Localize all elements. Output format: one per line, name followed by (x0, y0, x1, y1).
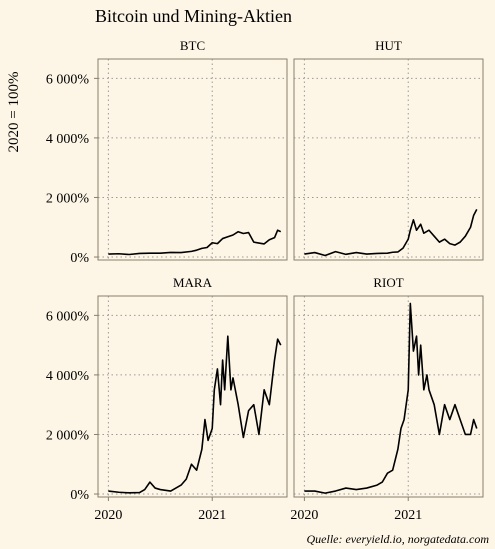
source-caption: Quelle: everyield.io, norgatedata.com (307, 532, 490, 546)
panels: BTC 0% 2 000% 4 000% 6 000% HUT MARA 0% 2 000% 4 … (46, 38, 484, 523)
panel-riot: RIOT 2020 2021 (290, 275, 484, 523)
y-tick-label: 6 000% (46, 72, 90, 87)
panel-border-riot (293, 295, 484, 498)
panel-border-btc (97, 58, 288, 261)
y-axis-label: 2020 = 100% (6, 72, 22, 153)
facet-label-mara: MARA (173, 275, 213, 290)
y-tick-label: 4 000% (46, 132, 90, 147)
x-tick-label: 2020 (94, 508, 122, 523)
y-tick-label: 6 000% (46, 309, 90, 324)
panel-hut: HUT (293, 38, 484, 261)
panel-btc: BTC 0% 2 000% 4 000% 6 000% (46, 38, 288, 266)
x-tick-label: 2020 (290, 508, 318, 523)
y-tick-label: 2 000% (46, 428, 90, 443)
facet-label-riot: RIOT (373, 275, 403, 290)
series-line-hut (304, 209, 478, 257)
series-line-mara (108, 335, 282, 494)
y-tick-label: 2 000% (46, 191, 90, 206)
facet-label-hut: HUT (375, 38, 402, 53)
panel-border-mara (97, 295, 288, 498)
panel-border-hut (293, 58, 484, 261)
x-tick-label: 2021 (198, 508, 226, 523)
y-tick-label: 0% (70, 488, 89, 503)
chart-title: Bitcoin und Mining-Aktien (95, 6, 292, 26)
series-line-btc (108, 229, 282, 256)
y-tick-label: 4 000% (46, 369, 90, 384)
y-tick-label: 0% (70, 251, 89, 266)
panel-mara: MARA 0% 2 000% 4 000% 6 000% 2020 2021 (46, 275, 288, 523)
facet-label-btc: BTC (180, 38, 205, 53)
series-line-riot (304, 302, 478, 494)
x-tick-label: 2021 (394, 508, 422, 523)
